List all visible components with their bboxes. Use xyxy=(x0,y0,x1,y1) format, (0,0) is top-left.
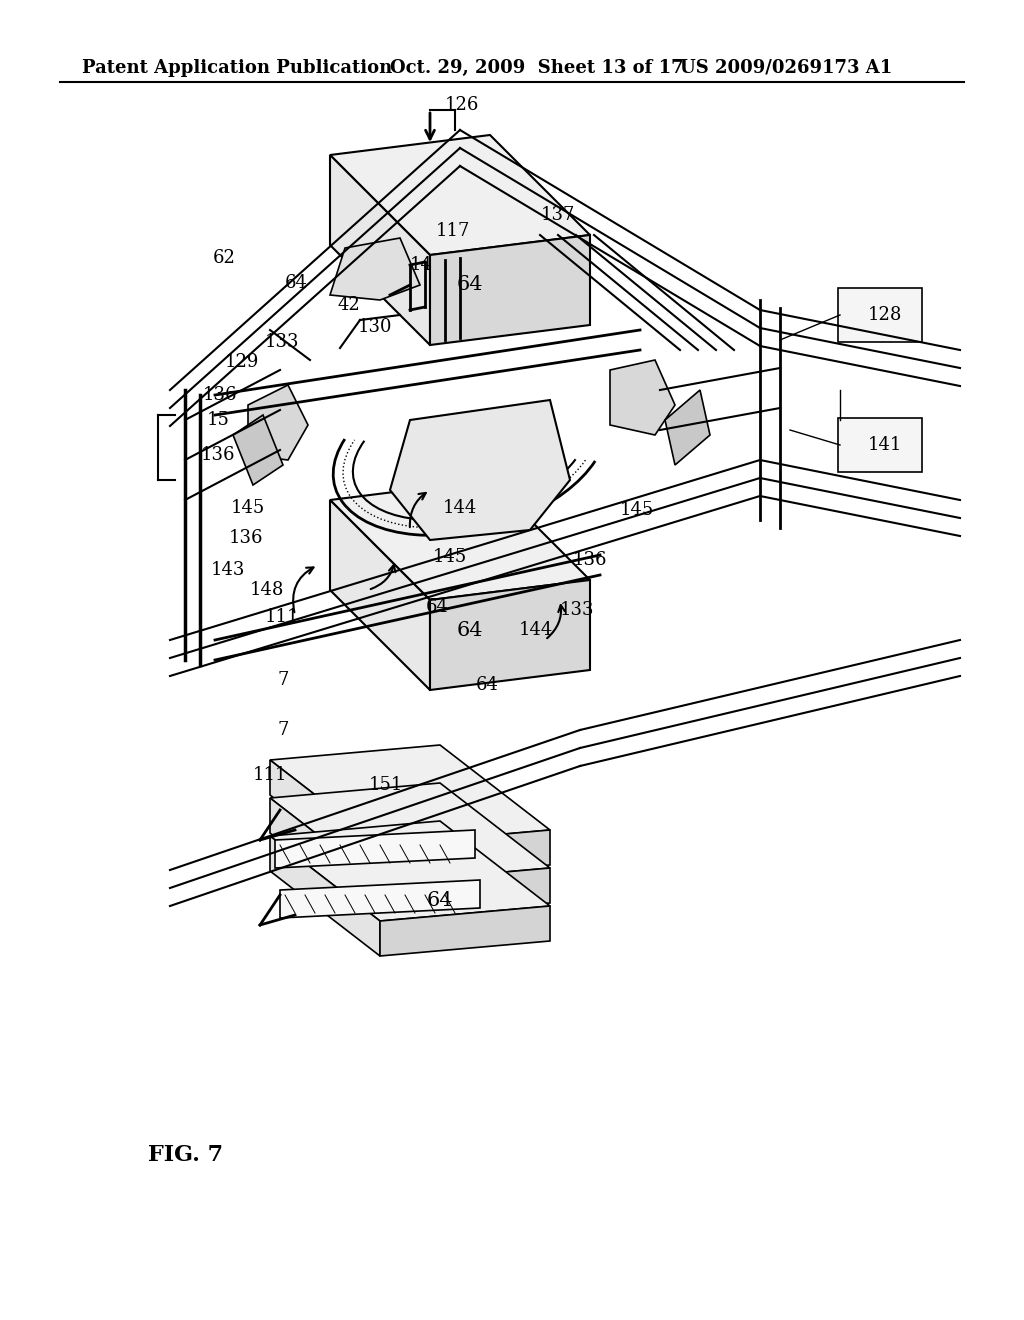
Text: 111: 111 xyxy=(253,766,288,784)
Text: 141: 141 xyxy=(867,436,902,454)
Polygon shape xyxy=(430,235,590,345)
Polygon shape xyxy=(233,414,283,484)
Text: 145: 145 xyxy=(620,502,654,519)
FancyBboxPatch shape xyxy=(838,288,922,342)
Text: 111: 111 xyxy=(265,609,299,626)
FancyBboxPatch shape xyxy=(838,418,922,473)
Polygon shape xyxy=(380,869,550,917)
Polygon shape xyxy=(330,135,590,255)
Text: 145: 145 xyxy=(230,499,265,517)
Text: Patent Application Publication: Patent Application Publication xyxy=(82,59,392,77)
Text: 136: 136 xyxy=(228,529,263,546)
Text: 144: 144 xyxy=(519,620,553,639)
Text: 151: 151 xyxy=(369,776,403,795)
Polygon shape xyxy=(270,836,380,956)
Polygon shape xyxy=(330,480,590,601)
Text: 42: 42 xyxy=(338,296,360,314)
Polygon shape xyxy=(275,830,475,869)
Text: 64: 64 xyxy=(285,275,307,292)
Text: 136: 136 xyxy=(203,385,238,404)
Text: FIG. 7: FIG. 7 xyxy=(148,1144,223,1166)
Polygon shape xyxy=(280,880,480,917)
Polygon shape xyxy=(380,906,550,956)
Text: 62: 62 xyxy=(213,249,236,267)
Polygon shape xyxy=(610,360,675,436)
Polygon shape xyxy=(248,385,308,459)
Text: 117: 117 xyxy=(436,222,470,240)
Text: 7: 7 xyxy=(278,721,289,739)
Polygon shape xyxy=(270,799,380,917)
Text: 129: 129 xyxy=(225,352,259,371)
Text: 64: 64 xyxy=(457,620,483,639)
Text: 137: 137 xyxy=(541,206,575,224)
Text: 64: 64 xyxy=(457,276,483,294)
Polygon shape xyxy=(270,783,550,883)
Text: 130: 130 xyxy=(357,318,392,337)
Text: 128: 128 xyxy=(867,306,902,323)
Text: 64: 64 xyxy=(426,598,449,616)
Text: 133: 133 xyxy=(265,333,299,351)
Text: 15: 15 xyxy=(207,411,229,429)
Text: 133: 133 xyxy=(560,601,594,619)
Text: 145: 145 xyxy=(433,548,467,566)
Text: 148: 148 xyxy=(250,581,285,599)
Text: 136: 136 xyxy=(201,446,236,465)
Text: 14: 14 xyxy=(410,256,432,275)
Text: 126: 126 xyxy=(444,96,479,114)
Text: 64: 64 xyxy=(427,891,454,909)
Text: 144: 144 xyxy=(442,499,477,517)
Text: Oct. 29, 2009  Sheet 13 of 17: Oct. 29, 2009 Sheet 13 of 17 xyxy=(390,59,684,77)
Text: 143: 143 xyxy=(211,561,245,579)
Polygon shape xyxy=(330,238,420,300)
Polygon shape xyxy=(430,579,590,690)
Polygon shape xyxy=(665,389,710,465)
Polygon shape xyxy=(270,821,550,921)
Polygon shape xyxy=(330,154,430,345)
Text: 136: 136 xyxy=(572,550,607,569)
Text: 64: 64 xyxy=(475,676,499,694)
Polygon shape xyxy=(390,400,570,540)
Text: US 2009/0269173 A1: US 2009/0269173 A1 xyxy=(680,59,892,77)
Polygon shape xyxy=(270,760,380,880)
Polygon shape xyxy=(380,830,550,880)
Polygon shape xyxy=(330,500,430,690)
Polygon shape xyxy=(270,744,550,845)
Text: 7: 7 xyxy=(278,671,289,689)
